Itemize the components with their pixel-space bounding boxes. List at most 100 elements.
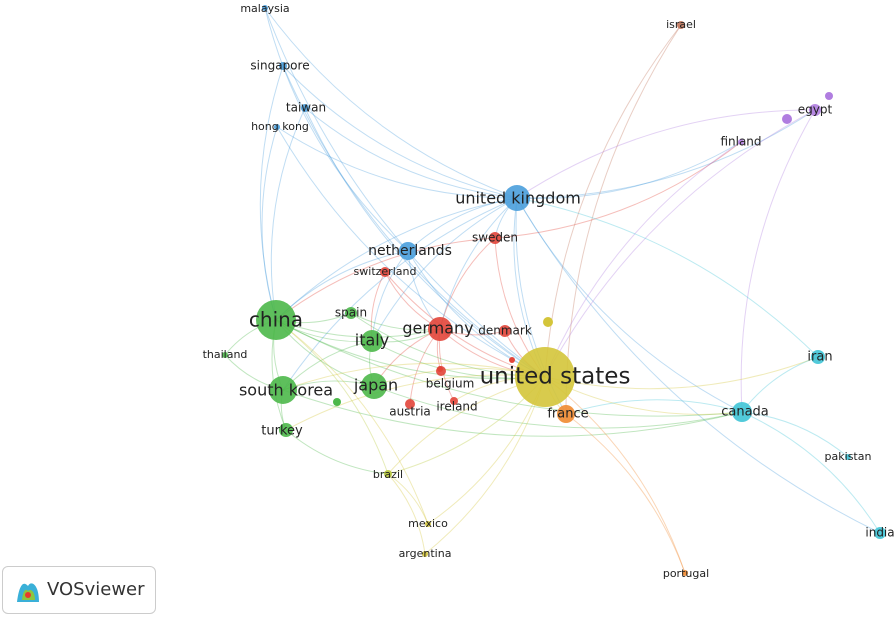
node[interactable] (279, 423, 293, 437)
node[interactable] (380, 267, 390, 277)
node[interactable] (361, 373, 387, 399)
node[interactable] (262, 5, 268, 11)
edge (565, 24, 682, 415)
node-label: south korea (239, 381, 333, 400)
node-label: netherlands (368, 243, 452, 259)
edge (275, 319, 743, 417)
nodes: malaysia singapore taiwan hong kong united k… (203, 2, 895, 580)
edge (565, 413, 686, 574)
node[interactable] (405, 399, 415, 409)
node[interactable] (256, 300, 296, 340)
node[interactable] (384, 470, 392, 478)
edge (276, 126, 546, 378)
edge (439, 197, 518, 330)
edge (516, 197, 881, 534)
node[interactable] (301, 104, 309, 112)
node-label: iran (807, 350, 832, 365)
node[interactable] (809, 104, 821, 116)
node (333, 398, 341, 406)
node[interactable] (422, 551, 428, 557)
edge (544, 109, 816, 378)
edge (516, 109, 816, 199)
node[interactable] (361, 330, 383, 352)
edge (516, 197, 819, 358)
edge (275, 319, 429, 525)
node[interactable] (682, 570, 688, 576)
node[interactable] (732, 402, 752, 422)
edge (544, 356, 819, 390)
edge (264, 7, 518, 199)
node[interactable] (557, 405, 575, 423)
node[interactable] (845, 454, 851, 460)
edge (275, 319, 389, 475)
node[interactable] (269, 376, 297, 404)
node[interactable] (811, 350, 825, 364)
logo-text: VOSviewer (47, 579, 145, 600)
edge (264, 7, 546, 378)
node[interactable] (504, 185, 530, 211)
node-label: spain (335, 306, 367, 320)
node[interactable] (499, 325, 511, 337)
edge (304, 107, 518, 199)
edge (516, 141, 742, 199)
node-label: pakistan (825, 450, 872, 463)
node[interactable] (738, 139, 744, 145)
node-label: portugal (663, 567, 709, 580)
node[interactable] (428, 317, 452, 341)
node[interactable] (489, 232, 501, 244)
node-label: turkey (261, 424, 303, 439)
node[interactable] (425, 521, 431, 527)
node-label: taiwan (286, 101, 326, 115)
edge (387, 473, 426, 555)
logo: VOSviewer (2, 566, 156, 614)
edge (544, 376, 686, 574)
node[interactable] (874, 527, 886, 539)
node (543, 317, 553, 327)
node-label: malaysia (240, 2, 289, 15)
node-label: sweden (472, 231, 518, 245)
node-label: united states (480, 364, 631, 390)
node[interactable] (274, 124, 280, 130)
node-label: brazil (373, 468, 403, 481)
edge (741, 411, 881, 534)
node-label: belgium (426, 377, 475, 391)
node-label: austria (389, 405, 431, 419)
edges (224, 7, 881, 574)
edge (494, 141, 742, 239)
node-label: ireland (436, 400, 477, 414)
node (509, 357, 515, 363)
edge (565, 399, 743, 415)
edge (275, 237, 496, 321)
node-label: thailand (203, 348, 248, 361)
edge (275, 319, 546, 380)
edge (387, 473, 429, 525)
node-label: canada (721, 405, 769, 420)
node-label: argentina (399, 547, 452, 560)
edge (373, 385, 743, 429)
edge (264, 7, 409, 252)
node[interactable] (345, 307, 357, 319)
node-label: germany (402, 319, 473, 338)
edge (261, 126, 278, 321)
node[interactable] (450, 397, 458, 405)
edge (282, 65, 546, 378)
node-label: denmark (478, 324, 532, 338)
edge (304, 107, 546, 378)
edge (276, 126, 518, 199)
edge (285, 374, 546, 431)
node[interactable] (677, 21, 685, 29)
node[interactable] (515, 347, 575, 407)
node-label: israel (666, 18, 696, 31)
node[interactable] (436, 366, 446, 376)
node[interactable] (399, 242, 417, 260)
node-label: united kingdom (455, 189, 581, 208)
edge (275, 319, 441, 338)
edge (282, 362, 546, 391)
edge (282, 197, 518, 391)
edge (282, 65, 518, 199)
node[interactable] (222, 352, 228, 358)
edge (741, 411, 849, 458)
node[interactable] (279, 62, 287, 70)
edge (270, 107, 306, 321)
